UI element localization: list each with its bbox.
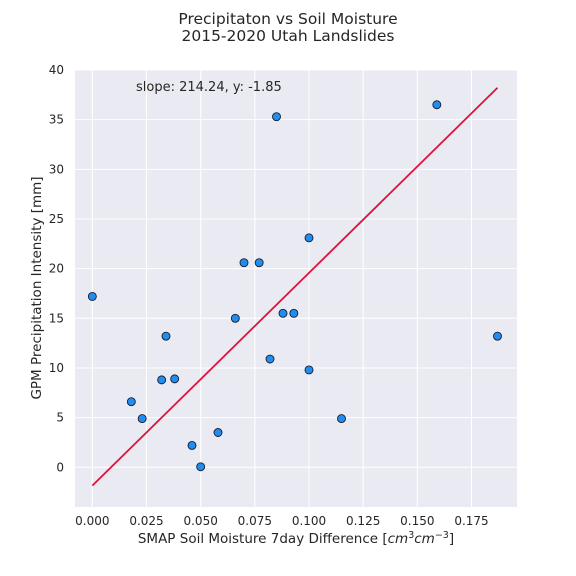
y-tick-label: 30 bbox=[49, 162, 64, 176]
scatter-point bbox=[126, 397, 136, 407]
y-tick-label: 20 bbox=[49, 262, 64, 276]
y-tick-label: 10 bbox=[49, 361, 64, 375]
x-unit-close: ] bbox=[449, 531, 454, 547]
grid-lines bbox=[75, 69, 517, 507]
scatter-point bbox=[432, 100, 442, 110]
y-tick-label: 15 bbox=[49, 311, 64, 325]
scatter-point bbox=[304, 233, 314, 243]
x-axis-label: SMAP Soil Moisture 7day Difference [cm3c… bbox=[138, 530, 454, 547]
y-tick-label: 25 bbox=[49, 212, 64, 226]
y-tick-label: 35 bbox=[49, 113, 64, 127]
x-tick-label: 0.000 bbox=[75, 514, 109, 528]
chart-title-line-1: Precipitaton vs Soil Moisture bbox=[178, 10, 397, 28]
scatter-point bbox=[265, 354, 275, 364]
scatter-point bbox=[304, 365, 314, 375]
x-tick-label: 0.150 bbox=[400, 514, 434, 528]
x-tick-labels: 0.000 0.025 0.050 0.075 0.100 0.125 0.150 0.175 bbox=[75, 514, 489, 528]
y-tick-label: 0 bbox=[56, 460, 64, 474]
scatter-point bbox=[161, 331, 171, 341]
x-unit-base-2: cm bbox=[414, 531, 435, 547]
scatter-point bbox=[493, 331, 502, 341]
scatter-point bbox=[239, 258, 249, 268]
x-tick-label: 0.025 bbox=[129, 514, 163, 528]
y-tick-label: 5 bbox=[56, 411, 64, 425]
scatter-point bbox=[337, 414, 346, 424]
x-tick-label: 0.075 bbox=[238, 514, 272, 528]
scatter-point bbox=[213, 428, 223, 437]
scatter-point bbox=[157, 375, 167, 385]
y-tick-labels: 0 5 10 15 20 25 30 35 40 bbox=[49, 63, 64, 474]
chart-title-line-2: 2015-2020 Utah Landslides bbox=[181, 27, 394, 45]
x-tick-label: 0.175 bbox=[454, 514, 488, 528]
slope-annotation: slope: 214.24, y: -1.85 bbox=[136, 80, 282, 95]
x-axis-label-text: SMAP Soil Moisture 7day Difference [ bbox=[138, 531, 388, 547]
plot-area bbox=[75, 70, 517, 507]
x-tick-label: 0.125 bbox=[346, 514, 380, 528]
scatter-point bbox=[87, 291, 97, 301]
scatter-point bbox=[187, 440, 197, 450]
x-unit-exp-2: −3 bbox=[435, 530, 449, 541]
y-axis-label: GPM Precipitation Intensity [mm] bbox=[29, 176, 45, 399]
scatter-point bbox=[137, 414, 147, 424]
scatter-point bbox=[272, 112, 281, 122]
x-unit-exp-1: 3 bbox=[408, 530, 414, 541]
x-unit-base-1: cm bbox=[388, 531, 409, 547]
scatter-point bbox=[170, 374, 180, 384]
scatter-point bbox=[230, 313, 240, 323]
x-tick-label: 0.100 bbox=[292, 514, 326, 528]
scatter-point bbox=[196, 462, 206, 472]
scatter-point bbox=[278, 308, 288, 318]
regression-line bbox=[91, 87, 499, 487]
scatter-point bbox=[289, 308, 299, 318]
data-points bbox=[87, 100, 502, 472]
x-tick-label: 0.050 bbox=[183, 514, 217, 528]
y-tick-label: 40 bbox=[49, 63, 64, 77]
scatter-point bbox=[254, 258, 264, 268]
